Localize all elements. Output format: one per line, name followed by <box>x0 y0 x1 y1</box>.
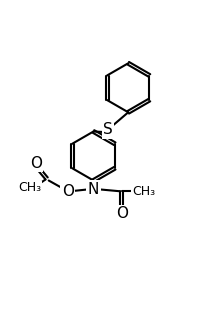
Text: O: O <box>62 184 74 199</box>
Text: O: O <box>30 156 42 171</box>
Text: CH₃: CH₃ <box>132 185 155 198</box>
Text: S: S <box>103 123 113 138</box>
Text: CH₃: CH₃ <box>18 182 41 194</box>
Text: O: O <box>116 206 128 221</box>
Text: N: N <box>88 182 99 197</box>
